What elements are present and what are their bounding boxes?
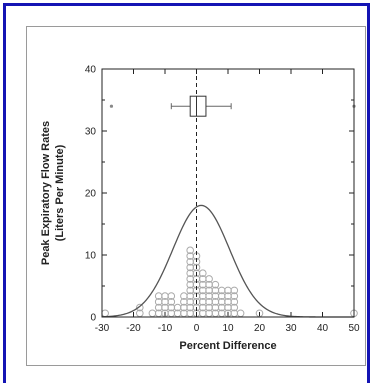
x-tick-label: 30 [285, 323, 297, 334]
x-tick-label: 10 [222, 323, 234, 334]
x-tick-label: -10 [158, 323, 173, 334]
y-ticks: 0 10 20 30 40 [85, 65, 354, 324]
boxplot-box [189, 95, 207, 117]
data-point [211, 280, 220, 289]
boxplot [109, 95, 356, 117]
x-tick-label: 20 [254, 323, 266, 334]
data-point [136, 303, 144, 312]
data-point [230, 286, 239, 295]
data-point [101, 309, 109, 318]
data-point [236, 309, 245, 318]
boxplot-outlier [109, 104, 114, 108]
y-tick-label: 30 [85, 127, 97, 138]
chart-svg: 0 10 20 30 40 -30 -20 -10 0 10 20 30 40 50 Percent D… [40, 65, 360, 353]
y-tick-label: 20 [85, 189, 97, 200]
histogram-points [101, 246, 358, 318]
data-point [230, 292, 239, 300]
y-axis-label-line1: Peak Expiratory Flow Rates [40, 121, 52, 265]
data-point [230, 298, 239, 306]
data-point [230, 303, 239, 312]
x-axis-label: Percent Difference [179, 340, 276, 352]
data-point [199, 269, 207, 278]
chart-panel: 0 10 20 30 40 -30 -20 -10 0 10 20 30 40 50 Percent D… [26, 26, 366, 366]
data-point [186, 246, 194, 255]
data-point [167, 292, 176, 300]
x-tick-label: -20 [126, 323, 141, 334]
y-axis-label-line2: (Liters Per Minute) [54, 144, 66, 241]
data-point [192, 263, 201, 272]
figure-frame: 0 10 20 30 40 -30 -20 -10 0 10 20 30 40 50 Percent D… [3, 3, 370, 383]
data-point [205, 275, 213, 283]
y-tick-label: 40 [85, 65, 97, 76]
x-tick-label: 0 [194, 323, 200, 334]
data-point [167, 298, 176, 306]
data-point [148, 309, 157, 318]
x-ticks: -30 -20 -10 0 10 20 30 40 50 [95, 69, 360, 334]
normal-curve [101, 204, 354, 318]
y-tick-label: 10 [85, 251, 97, 262]
x-tick-label: 40 [317, 323, 329, 334]
plot-area-border [101, 68, 355, 318]
y-tick-label: 0 [90, 313, 96, 324]
x-tick-label: -30 [95, 323, 110, 334]
x-tick-label: 50 [348, 323, 360, 334]
